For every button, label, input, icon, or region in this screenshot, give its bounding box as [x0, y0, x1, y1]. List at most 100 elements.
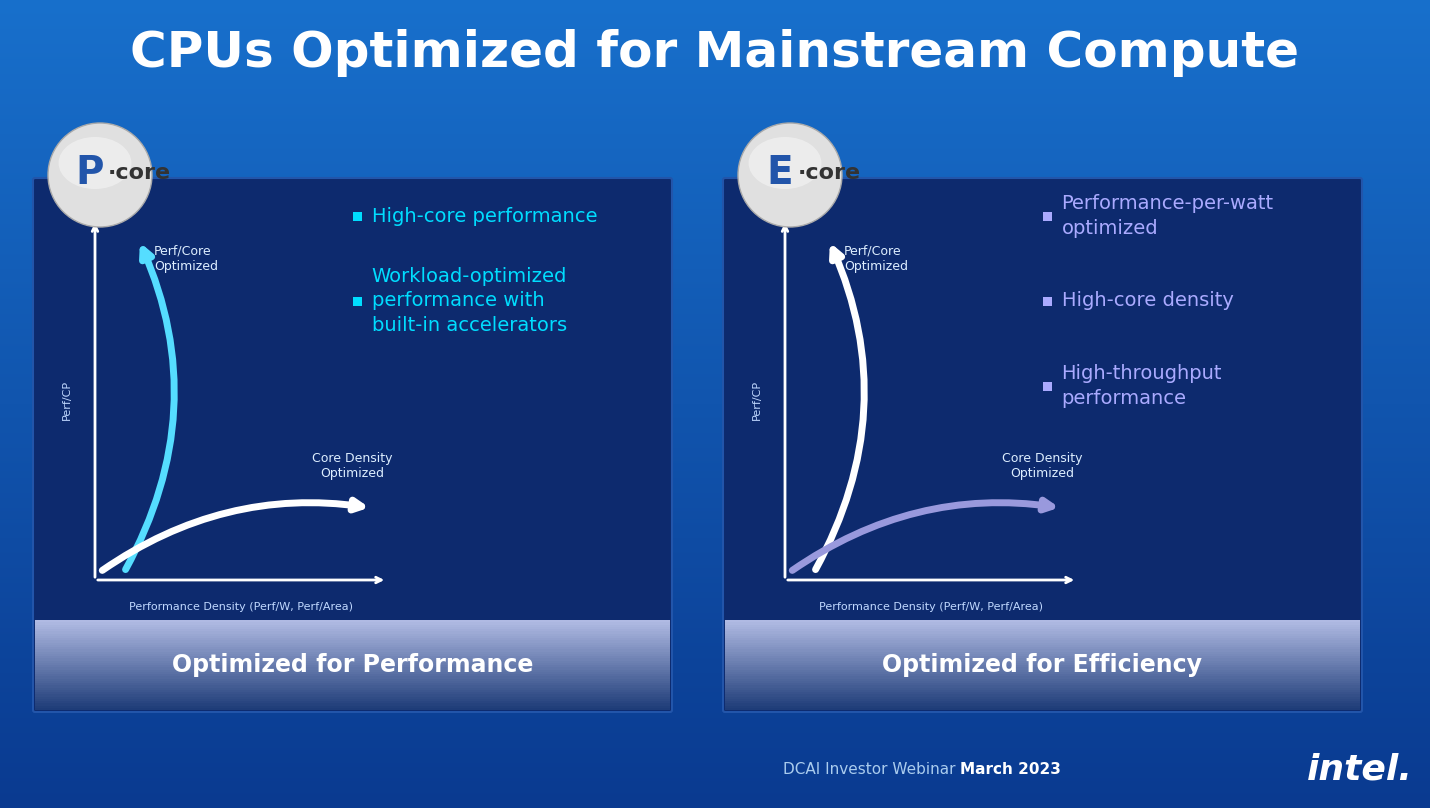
Bar — [0, 391, 1430, 392]
Bar — [0, 180, 1430, 181]
Bar — [0, 744, 1430, 745]
Bar — [0, 35, 1430, 36]
Bar — [0, 496, 1430, 497]
Bar — [0, 640, 1430, 641]
Bar — [0, 53, 1430, 54]
Bar — [725, 703, 1360, 705]
Bar — [725, 651, 1360, 654]
Bar — [0, 407, 1430, 408]
Bar — [0, 807, 1430, 808]
Bar — [0, 64, 1430, 65]
Bar — [34, 708, 671, 710]
Bar — [0, 591, 1430, 592]
Bar — [0, 516, 1430, 517]
Bar — [0, 188, 1430, 189]
Bar — [0, 675, 1430, 676]
Bar — [0, 90, 1430, 91]
Bar — [0, 92, 1430, 93]
Bar — [0, 600, 1430, 601]
Bar — [0, 25, 1430, 26]
Bar — [0, 462, 1430, 463]
Bar — [0, 406, 1430, 407]
Bar — [34, 656, 671, 659]
Bar — [0, 724, 1430, 725]
Bar — [0, 538, 1430, 539]
Bar — [34, 690, 671, 692]
Bar — [0, 768, 1430, 769]
Bar — [0, 514, 1430, 515]
Bar — [0, 130, 1430, 131]
Bar — [0, 169, 1430, 170]
Bar — [0, 614, 1430, 615]
Bar — [0, 588, 1430, 589]
Bar — [0, 522, 1430, 523]
Bar — [0, 31, 1430, 32]
Bar — [0, 67, 1430, 68]
Bar — [0, 609, 1430, 610]
Bar — [0, 651, 1430, 652]
Bar — [725, 650, 1360, 651]
Bar — [0, 431, 1430, 432]
Bar — [0, 603, 1430, 604]
Bar — [0, 686, 1430, 687]
Bar — [0, 666, 1430, 667]
Bar — [0, 534, 1430, 535]
Bar — [0, 8, 1430, 9]
Bar — [34, 660, 671, 663]
Bar — [0, 224, 1430, 225]
Bar — [0, 545, 1430, 546]
Bar — [0, 225, 1430, 226]
Bar — [0, 316, 1430, 317]
Bar — [0, 178, 1430, 179]
Bar — [0, 571, 1430, 572]
Bar — [0, 670, 1430, 671]
Bar — [0, 590, 1430, 591]
Bar — [0, 403, 1430, 404]
Bar — [0, 365, 1430, 366]
Bar — [0, 560, 1430, 561]
Bar — [0, 133, 1430, 134]
Bar — [0, 719, 1430, 720]
Bar — [725, 692, 1360, 694]
Bar — [0, 332, 1430, 333]
Bar — [0, 802, 1430, 803]
Ellipse shape — [49, 123, 152, 227]
Bar — [0, 643, 1430, 644]
Bar — [0, 648, 1430, 649]
Bar — [0, 735, 1430, 736]
Bar — [0, 355, 1430, 356]
Bar — [34, 627, 671, 629]
Bar — [0, 302, 1430, 303]
Bar — [0, 326, 1430, 327]
Bar — [0, 636, 1430, 637]
Bar — [0, 87, 1430, 88]
Bar — [0, 710, 1430, 711]
Bar — [0, 279, 1430, 280]
Bar — [0, 796, 1430, 797]
Bar — [725, 701, 1360, 703]
Bar — [0, 313, 1430, 314]
Bar — [0, 241, 1430, 242]
Bar — [0, 577, 1430, 578]
Bar — [0, 546, 1430, 547]
Bar — [34, 622, 671, 625]
Bar — [0, 59, 1430, 60]
Bar — [0, 415, 1430, 416]
Bar — [0, 699, 1430, 700]
Text: Perf/CP: Perf/CP — [61, 380, 72, 420]
Bar — [0, 356, 1430, 357]
Bar — [0, 579, 1430, 580]
Bar — [0, 228, 1430, 229]
Bar — [34, 642, 671, 645]
Bar — [0, 464, 1430, 465]
Bar — [353, 297, 362, 305]
Bar — [0, 512, 1430, 513]
Bar — [34, 654, 671, 656]
FancyArrowPatch shape — [103, 500, 362, 570]
Bar — [0, 701, 1430, 702]
Bar — [0, 262, 1430, 263]
Bar — [0, 117, 1430, 118]
Bar — [0, 157, 1430, 158]
Bar — [0, 232, 1430, 233]
Bar — [0, 530, 1430, 531]
